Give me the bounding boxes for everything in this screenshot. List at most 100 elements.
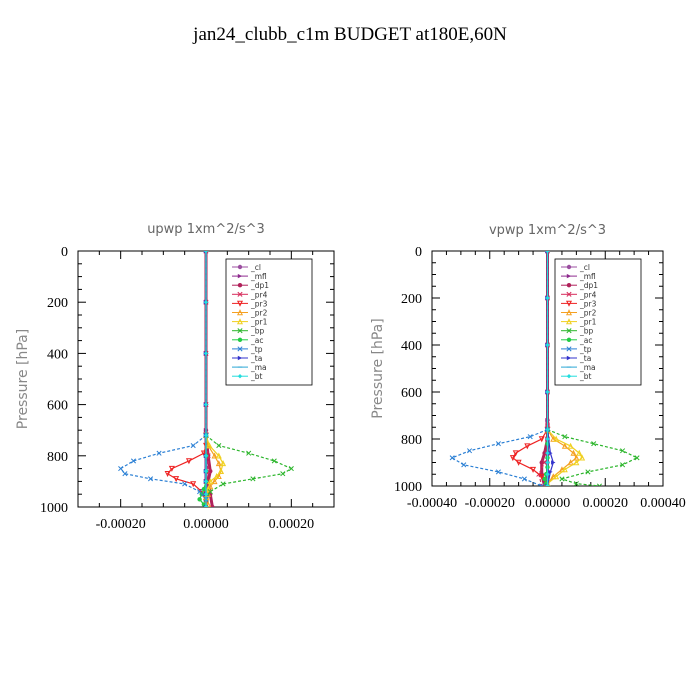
series-group (118, 251, 294, 507)
point-pr2 (215, 460, 222, 467)
legend-item: _bt (561, 372, 592, 381)
legend-marker (566, 273, 572, 279)
point-bt (203, 300, 209, 305)
point-pr1 (573, 459, 580, 466)
legend-marker (566, 283, 572, 288)
legend-marker (565, 309, 573, 316)
legend-label: _pr2 (579, 309, 597, 318)
legend-marker (237, 283, 243, 288)
legend-label: _bp (250, 327, 265, 336)
legend-label: _mfl (579, 272, 596, 281)
legend-label: _pr1 (250, 318, 268, 327)
point-bt (545, 342, 550, 348)
point-bp (288, 466, 294, 472)
point-pr2 (570, 449, 577, 456)
y-tick-label: 200 (47, 296, 68, 311)
point-bt (203, 251, 209, 254)
y-tick-label: 200 (401, 292, 422, 307)
point-pr1 (206, 442, 213, 449)
legend-item: _dp1 (561, 281, 598, 290)
point-ta (548, 450, 553, 456)
point-tp (461, 462, 467, 468)
series-line-bp (547, 429, 639, 486)
legend-marker (237, 264, 243, 270)
legend-item: _ac (561, 336, 592, 345)
legend-label: _cl (579, 263, 590, 272)
series-line-pr1 (547, 429, 583, 485)
point-ac (197, 497, 202, 502)
point-bp (596, 483, 603, 486)
point-bt (545, 460, 550, 465)
point-pr1 (567, 442, 574, 449)
legend-label: _pr3 (250, 299, 268, 308)
point-tp (539, 483, 545, 486)
point-pr2 (567, 459, 574, 466)
x-tick-label: 0.00020 (269, 517, 315, 532)
legend-marker (566, 374, 572, 379)
y-tick-label: 800 (401, 433, 422, 448)
legend-item: _ma (232, 363, 267, 372)
chart-panel-1: upwp 1xm^2/s^3 Pressure [hPa] 0 200 400 600 80… (15, 222, 335, 532)
legend-label: _pr2 (250, 309, 268, 318)
legend-marker (566, 346, 572, 352)
point-bp (559, 476, 565, 482)
legend-label: _tp (579, 345, 592, 354)
point-bt (545, 389, 550, 395)
point-pr1 (553, 473, 560, 480)
y-tick-label: 800 (47, 450, 68, 465)
legend-item: _tp (232, 345, 263, 354)
point-bt (545, 450, 550, 456)
point-pr3 (173, 476, 180, 483)
legend-label: _tp (250, 345, 263, 354)
legend-item: _mfl (232, 272, 267, 281)
chart-title: upwp 1xm^2/s^3 (147, 222, 265, 237)
legend-marker (565, 318, 573, 325)
chart-title: vpwp 1xm^2/s^3 (489, 223, 606, 238)
legend-item: _ta (561, 354, 591, 363)
legend-marker (566, 264, 572, 270)
x-tick-label: -0.00020 (465, 496, 515, 511)
point-tp (190, 443, 196, 449)
y-tick-label: 400 (401, 339, 422, 354)
legend-item: _cl (232, 263, 261, 272)
y-tick-label: 600 (401, 386, 422, 401)
point-tp (466, 448, 473, 454)
point-pr3 (164, 471, 171, 478)
point-bp (585, 469, 591, 475)
legend-item: _pr2 (232, 309, 268, 318)
point-pr3 (168, 465, 175, 472)
point-pr3 (530, 466, 537, 473)
legend-item: _pr2 (561, 309, 597, 318)
point-bp (246, 450, 252, 456)
point-bt (545, 251, 550, 254)
x-tick-label: -0.00020 (96, 517, 146, 532)
legend: _cl_mfl_dp1_pr4_pr3_pr2_pr1_bp_ac_tp_ta_… (554, 258, 642, 386)
legend-label: _pr3 (579, 299, 597, 308)
x-tick-label: 0.00000 (183, 517, 229, 532)
point-bt (203, 402, 209, 407)
point-tp (449, 455, 455, 461)
point-pr3 (538, 436, 545, 443)
point-pr1 (220, 460, 227, 467)
legend-marker (237, 346, 243, 352)
point-tp (156, 450, 162, 456)
point-pr3 (538, 473, 545, 480)
point-bp (280, 471, 286, 477)
legend: _cl_mfl_dp1_pr4_pr3_pr2_pr1_bp_ac_tp_ta_… (225, 258, 313, 386)
point-pr4 (542, 459, 548, 466)
point-pr2 (550, 435, 557, 442)
legend-label: _bp (579, 327, 594, 336)
legend-marker (565, 300, 573, 307)
legend-label: _mfl (250, 272, 267, 281)
legend-item: _bp (232, 327, 265, 336)
point-tp (197, 489, 203, 495)
legend-item: _ma (561, 363, 596, 372)
series-group (449, 251, 640, 486)
legend-item: _ac (232, 336, 263, 345)
point-bt (203, 433, 209, 438)
point-bt (203, 492, 209, 497)
point-bt (203, 504, 209, 507)
legend-label: _pr4 (250, 290, 268, 299)
legend-marker (566, 337, 572, 342)
